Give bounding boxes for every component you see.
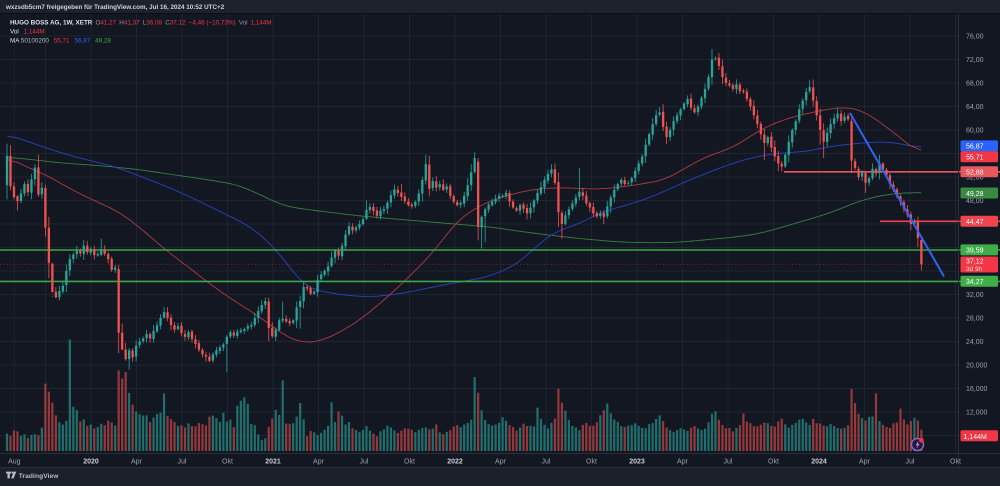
svg-text:Okt: Okt	[768, 459, 779, 466]
svg-text:2022: 2022	[447, 459, 463, 466]
svg-text:1,144M: 1,144M	[964, 434, 988, 441]
svg-text:2021: 2021	[265, 459, 281, 466]
svg-text:Jul: Jul	[724, 459, 733, 466]
svg-text:wxzsdb5cm7 freigegeben für Tra: wxzsdb5cm7 freigegeben für TradingView.c…	[5, 4, 225, 11]
svg-text:Apr: Apr	[495, 459, 507, 466]
svg-text:37,12: 37,12	[966, 258, 984, 265]
svg-text:Okt: Okt	[222, 459, 233, 466]
svg-text:2023: 2023	[629, 459, 645, 466]
svg-text:3d 9h: 3d 9h	[966, 266, 983, 273]
svg-text:TradingView: TradingView	[19, 473, 60, 480]
svg-text:52,88: 52,88	[966, 170, 984, 177]
svg-text:Vol 1,144M: Vol 1,144M	[10, 29, 45, 36]
svg-text:2020: 2020	[83, 459, 99, 466]
svg-text:Okt: Okt	[404, 459, 415, 466]
svg-text:34,27: 34,27	[966, 279, 984, 286]
svg-text:32,00: 32,00	[966, 292, 984, 299]
svg-text:Jul: Jul	[360, 459, 369, 466]
svg-text:Aug: Aug	[8, 459, 21, 466]
svg-text:2024: 2024	[811, 459, 827, 466]
svg-text:72,00: 72,00	[966, 57, 984, 64]
svg-text:60,00: 60,00	[966, 128, 984, 135]
svg-text:Okt: Okt	[586, 459, 597, 466]
svg-text:48,00: 48,00	[966, 198, 984, 205]
svg-text:Apr: Apr	[131, 459, 143, 466]
svg-text:49,28: 49,28	[966, 191, 984, 198]
svg-text:55,71: 55,71	[966, 155, 984, 162]
svg-text:39,59: 39,59	[966, 248, 984, 255]
svg-text:56,87: 56,87	[966, 144, 984, 151]
svg-text:MA 50100200 55,71 56,87 49,: MA 50100200 55,71 56,87 49,28	[10, 38, 111, 45]
svg-text:24,00: 24,00	[966, 339, 984, 346]
svg-text:Jul: Jul	[178, 459, 187, 466]
svg-text:Jul: Jul	[542, 459, 551, 466]
svg-text:44,47: 44,47	[966, 219, 984, 226]
svg-text:20,000: 20,000	[966, 363, 988, 370]
svg-text:12,000: 12,000	[966, 410, 988, 417]
svg-text:Jul: Jul	[906, 459, 915, 466]
svg-text:76,00: 76,00	[966, 34, 984, 41]
svg-text:68,00: 68,00	[966, 81, 984, 88]
svg-text:64,00: 64,00	[966, 104, 984, 111]
svg-text:Apr: Apr	[677, 459, 689, 466]
svg-text:HUGO BOSS AG, 1W, XETR O41,27: HUGO BOSS AG, 1W, XETR O41,27 H41,37 L36…	[10, 20, 272, 27]
svg-text:16,000: 16,000	[966, 386, 988, 393]
svg-text:Okt: Okt	[950, 459, 961, 466]
svg-text:Apr: Apr	[859, 459, 871, 466]
svg-text:28,00: 28,00	[966, 316, 984, 323]
svg-text:52,00: 52,00	[966, 175, 984, 182]
svg-text:Apr: Apr	[313, 459, 325, 466]
